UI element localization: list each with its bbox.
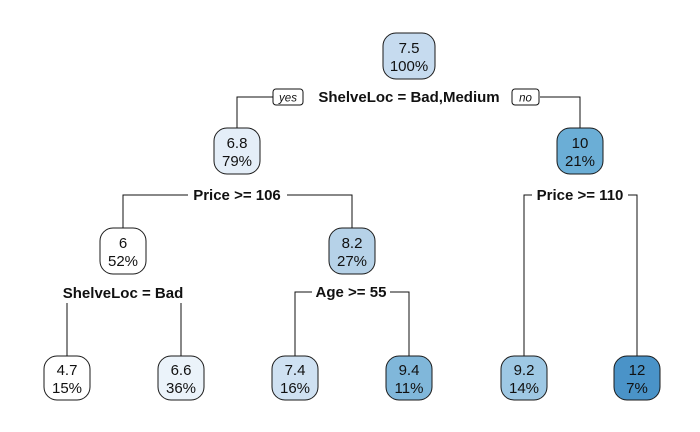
leaf-l4-box	[385, 355, 433, 401]
edge-n2-left	[122, 194, 188, 228]
leaf-l2-pct: 36%	[166, 380, 196, 397]
node-n4-pct: 52%	[108, 253, 138, 270]
leaf-l1-box	[43, 355, 91, 401]
no-tag: no	[511, 88, 540, 106]
leaf-l4-pct: 11%	[395, 380, 424, 397]
leaf-l1: 4.7 15%	[43, 355, 91, 401]
yes-tag-label: yes	[278, 93, 297, 105]
leaf-l6-value: 12	[629, 362, 646, 379]
split-label-root: ShelveLoc = Bad,Medium	[318, 89, 499, 106]
leaf-l5: 9.2 14%	[500, 355, 548, 401]
leaf-l3-box	[271, 355, 319, 401]
node-n5-value: 8.2	[342, 235, 363, 252]
tree-edges	[66, 96, 638, 356]
edge-root-right	[540, 96, 581, 128]
node-n5-box	[328, 227, 376, 275]
edge-n2-right	[287, 194, 353, 228]
split-label-age-55: Age >= 55	[316, 284, 387, 301]
node-n4-value: 6	[119, 235, 127, 252]
node-root-box	[382, 32, 436, 80]
node-n3: 10 21%	[556, 127, 604, 175]
leaf-l2-box	[157, 355, 205, 401]
node-root: 7.5 100%	[382, 32, 436, 80]
leaf-l3: 7.4 16%	[271, 355, 319, 401]
leaf-l3-value: 7.4	[285, 362, 306, 379]
yes-tag: yes	[272, 88, 304, 106]
edge-root-left	[236, 96, 275, 128]
edge-n3-right	[628, 194, 638, 356]
no-tag-label: no	[519, 93, 532, 105]
split-label-shelveloc-bad: ShelveLoc = Bad	[63, 285, 183, 302]
node-n3-value: 10	[572, 135, 589, 152]
leaf-l3-pct: 16%	[280, 380, 310, 397]
leaf-l6-box	[613, 355, 661, 401]
leaf-l2: 6.6 36%	[157, 355, 205, 401]
leaf-l5-value: 9.2	[514, 362, 535, 379]
leaf-l4: 9.4 11%	[385, 355, 433, 401]
leaf-l6-pct: 7%	[626, 380, 648, 397]
node-n2-box	[213, 127, 261, 175]
node-root-value: 7.5	[399, 40, 420, 57]
node-n4-box	[99, 227, 147, 275]
node-n5-pct: 27%	[337, 253, 367, 270]
node-n2-value: 6.8	[227, 135, 248, 152]
leaf-l4-value: 9.4	[399, 362, 420, 379]
node-n4: 6 52%	[99, 227, 147, 275]
split-label-price-106: Price >= 106	[193, 187, 281, 204]
leaf-l1-pct: 15%	[52, 380, 82, 397]
node-n3-pct: 21%	[565, 153, 595, 170]
leaf-l1-value: 4.7	[57, 362, 78, 379]
node-n3-box	[556, 127, 604, 175]
node-n2: 6.8 79%	[213, 127, 261, 175]
edge-n3-left	[523, 194, 532, 356]
leaf-l6: 12 7%	[613, 355, 661, 401]
node-n5: 8.2 27%	[328, 227, 376, 275]
split-label-price-110: Price >= 110	[537, 187, 624, 204]
leaf-l5-box	[500, 355, 548, 401]
edge-n5-right	[390, 291, 410, 356]
node-n2-pct: 79%	[222, 153, 252, 170]
leaf-l2-value: 6.6	[171, 362, 192, 379]
node-root-pct: 100%	[390, 58, 428, 75]
edge-n5-left	[294, 291, 312, 356]
leaf-l5-pct: 14%	[509, 380, 539, 397]
